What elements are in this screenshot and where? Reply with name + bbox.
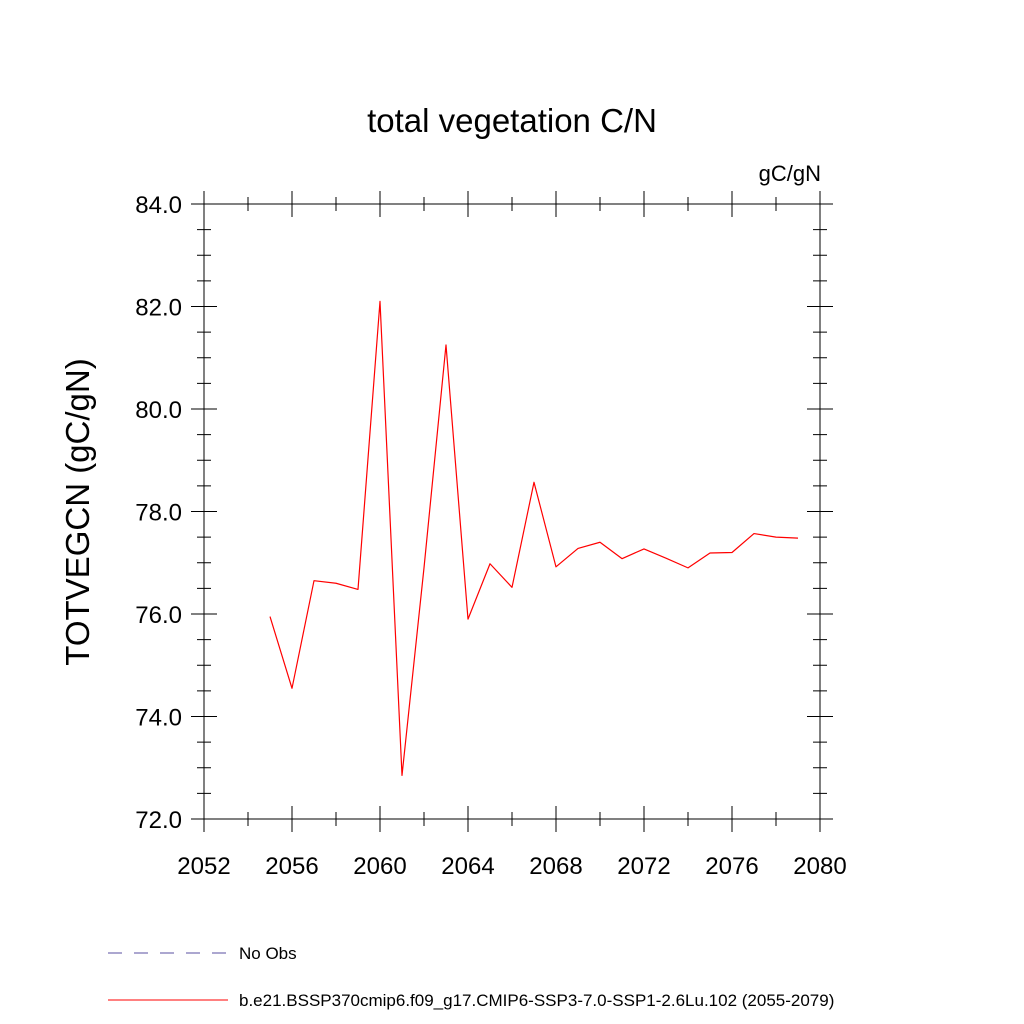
y-tick-label: 78.0 [135, 500, 182, 527]
legend-label-no-obs: No Obs [239, 944, 297, 963]
y-tick-label: 72.0 [135, 807, 182, 834]
series-line-1 [269, 300, 799, 777]
x-tick-label: 2076 [705, 853, 758, 880]
legend: No Obs b.e21.BSSP370cmip6.f09_g17.CMIP6-… [108, 944, 834, 1010]
x-tick-label: 2060 [353, 853, 406, 880]
y-axis-tick-labels: 72.0 74.0 76.0 78.0 80.0 82.0 84.0 [135, 192, 182, 834]
chart-title: total vegetation C/N [367, 102, 657, 139]
x-tick-label: 2056 [265, 853, 318, 880]
plot-frame [203, 203, 821, 820]
x-tick-label: 2080 [793, 853, 846, 880]
x-tick-label: 2052 [177, 853, 230, 880]
series-layer [269, 300, 799, 777]
units-label: gC/gN [759, 161, 821, 186]
y-axis-label: TOTVEGCN (gC/gN) [59, 358, 96, 665]
legend-label-model-run: b.e21.BSSP370cmip6.f09_g17.CMIP6-SSP3-7.… [239, 991, 834, 1010]
y-tick-label: 76.0 [135, 602, 182, 629]
axis-ticks [191, 191, 833, 832]
x-tick-label: 2072 [617, 853, 670, 880]
x-axis-tick-labels: 2052 2056 2060 2064 2068 2072 2076 2080 [177, 853, 846, 880]
y-tick-label: 82.0 [135, 295, 182, 322]
x-tick-label: 2064 [441, 853, 494, 880]
y-tick-label: 80.0 [135, 397, 182, 424]
y-tick-label: 84.0 [135, 192, 182, 219]
x-tick-label: 2068 [529, 853, 582, 880]
y-tick-label: 74.0 [135, 705, 182, 732]
